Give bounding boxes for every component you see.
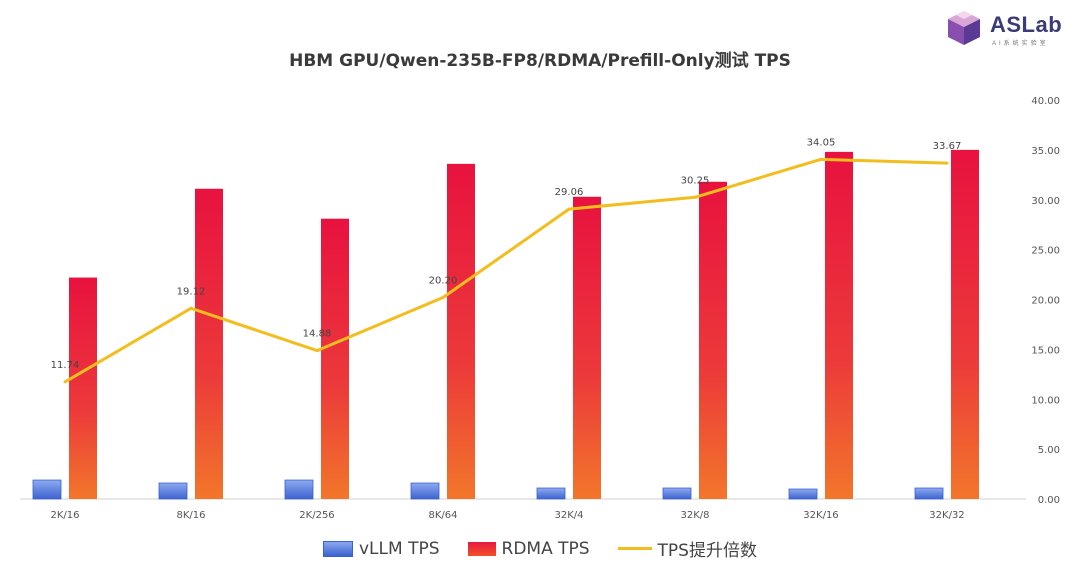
x-tick-label: 32K/8 bbox=[680, 510, 709, 521]
y-tick-label: 15.00 bbox=[1031, 345, 1060, 356]
legend: vLLM TPS RDMA TPS TPS提升倍数 bbox=[0, 536, 1080, 561]
x-tick-label: 8K/64 bbox=[428, 510, 457, 521]
legend-item-rdma: RDMA TPS bbox=[467, 538, 590, 559]
vllm-bar bbox=[32, 479, 62, 500]
tps-ratio-point bbox=[693, 195, 697, 199]
x-tick-label: 32K/32 bbox=[929, 510, 964, 521]
logo-subtext: AI系统实验室 bbox=[992, 41, 1049, 47]
legend-item-vllm: vLLM TPS bbox=[323, 539, 440, 559]
logo-text: ASLab bbox=[990, 12, 1063, 37]
rdma-bar bbox=[447, 163, 475, 499]
tps-ratio-data-label: 20.20 bbox=[429, 276, 458, 287]
tps-ratio-data-label: 11.74 bbox=[51, 360, 80, 371]
y-tick-label: 30.00 bbox=[1031, 196, 1060, 207]
tps-ratio-point bbox=[441, 296, 445, 300]
vllm-bar bbox=[662, 487, 692, 500]
tps-ratio-data-label: 30.25 bbox=[681, 175, 710, 186]
rdma-bar bbox=[321, 218, 349, 499]
legend-swatch-tps-ratio bbox=[617, 547, 652, 550]
y-tick-label: 20.00 bbox=[1031, 296, 1060, 307]
y-tick-label: 0.00 bbox=[1038, 495, 1060, 506]
rdma-bar bbox=[195, 188, 223, 499]
tps-ratio-data-label: 14.88 bbox=[303, 329, 332, 340]
cube-logo-icon bbox=[948, 11, 980, 45]
rdma-bar bbox=[699, 181, 727, 500]
vllm-bar bbox=[410, 482, 440, 500]
tps-ratio-point bbox=[63, 380, 67, 384]
vllm-bar bbox=[284, 479, 314, 500]
legend-item-tps-ratio: TPS提升倍数 bbox=[617, 536, 757, 561]
y-tick-label: 40.00 bbox=[1031, 96, 1060, 107]
rdma-bar bbox=[951, 149, 979, 499]
x-tick-label: 2K/256 bbox=[299, 510, 334, 521]
x-tick-label: 2K/16 bbox=[50, 510, 79, 521]
tps-ratio-data-label: 29.06 bbox=[555, 187, 584, 198]
tps-ratio-line bbox=[64, 157, 948, 384]
tps-ratio-point bbox=[945, 161, 949, 165]
vllm-bar bbox=[788, 488, 818, 500]
chart-title: HBM GPU/Qwen-235B-FP8/RDMA/Prefill-Only测… bbox=[289, 51, 791, 71]
x-tick-label: 32K/16 bbox=[803, 510, 838, 521]
tps-ratio-point bbox=[315, 349, 319, 353]
legend-label-rdma: RDMA TPS bbox=[501, 538, 590, 559]
legend-label-vllm: vLLM TPS bbox=[359, 538, 440, 559]
aslab-logo: ASLab AI系统实验室 bbox=[944, 6, 1074, 48]
y-tick-label: 35.00 bbox=[1031, 146, 1060, 157]
y-tick-label: 5.00 bbox=[1038, 445, 1060, 456]
legend-swatch-rdma bbox=[467, 541, 496, 556]
vllm-bar bbox=[914, 487, 944, 500]
tps-ratio-data-label: 33.67 bbox=[933, 141, 962, 152]
legend-swatch-vllm bbox=[323, 540, 353, 557]
rdma-bar bbox=[573, 196, 601, 499]
tps-ratio-point bbox=[819, 157, 823, 161]
vllm-bar bbox=[158, 482, 188, 500]
x-tick-label: 32K/4 bbox=[554, 510, 583, 521]
tps-ratio-data-label: 19.12 bbox=[177, 286, 206, 297]
legend-label-tps-ratio: TPS提升倍数 bbox=[657, 541, 757, 561]
rdma-bar bbox=[69, 277, 97, 499]
x-tick-label: 8K/16 bbox=[176, 510, 205, 521]
tps-ratio-point bbox=[567, 207, 571, 211]
tps-ratio-data-label: 34.05 bbox=[807, 137, 836, 148]
y-tick-label: 10.00 bbox=[1031, 395, 1060, 406]
rdma-bar bbox=[825, 151, 853, 499]
y-tick-label: 25.00 bbox=[1031, 246, 1060, 257]
vllm-bar bbox=[536, 487, 566, 500]
tps-ratio-point bbox=[189, 306, 193, 310]
